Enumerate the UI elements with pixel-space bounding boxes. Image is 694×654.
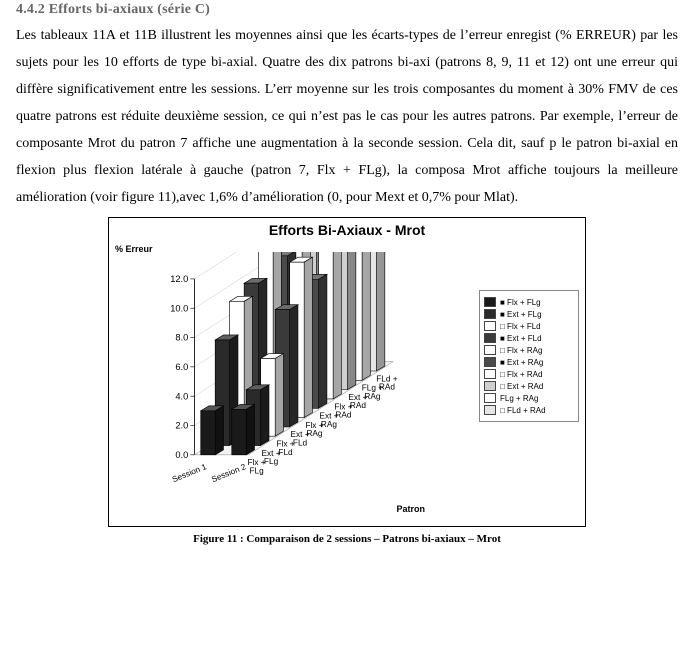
svg-text:2.0: 2.0	[175, 421, 188, 431]
legend-item: FLg + RAg	[484, 393, 574, 403]
legend-item: □ FLd + RAd	[484, 405, 574, 415]
svg-text:10.0: 10.0	[170, 303, 188, 313]
legend-item: ■ Ext + FLg	[484, 309, 574, 319]
chart-legend: ■ Flx + FLg ■ Ext + FLg □ Flx + FLd ■ Ext +…	[479, 290, 579, 422]
svg-text:Session 1: Session 1	[171, 462, 208, 484]
legend-item: □ Flx + RAd	[484, 369, 574, 379]
legend-item: □ Flx + FLd	[484, 321, 574, 331]
figure-caption: Figure 11 : Comparaison de 2 sessions – …	[108, 533, 586, 545]
legend-item: ■ Ext + FLd	[484, 333, 574, 343]
svg-text:12.0: 12.0	[170, 274, 188, 284]
y-axis-title: % Erreur	[115, 244, 153, 254]
svg-text:FLg: FLg	[249, 466, 264, 475]
svg-text:6.0: 6.0	[175, 362, 188, 372]
paragraph: Les tableaux 11A et 11B illustrent les m…	[16, 22, 678, 211]
figure-frame: Efforts Bi-Axiaux - Mrot % Erreur 0.0 2.0…	[108, 217, 586, 527]
chart-plot-area: 0.02.04.06.08.010.012.0FLd +RAdFLg +RAgE…	[149, 252, 480, 490]
svg-text:FLg: FLg	[264, 457, 279, 466]
chart-title: Efforts Bi-Axiaux - Mrot	[115, 222, 579, 238]
legend-item: □ Ext + RAd	[484, 381, 574, 391]
legend-item: □ Flx + RAg	[484, 345, 574, 355]
figure: Efforts Bi-Axiaux - Mrot % Erreur 0.0 2.0…	[108, 217, 586, 545]
svg-text:FLd: FLd	[293, 439, 308, 448]
section-heading: 4.4.2 Efforts bi-axiaux (série C)	[16, 2, 678, 18]
svg-text:4.0: 4.0	[175, 391, 188, 401]
svg-text:8.0: 8.0	[175, 333, 188, 343]
x-axis-title: Patron	[396, 504, 425, 514]
svg-text:0.0: 0.0	[175, 450, 188, 460]
svg-text:FLd: FLd	[278, 448, 293, 457]
svg-text:Session 2: Session 2	[210, 462, 247, 484]
legend-item: ■ Ext + RAg	[484, 357, 574, 367]
legend-item: ■ Flx + FLg	[484, 297, 574, 307]
